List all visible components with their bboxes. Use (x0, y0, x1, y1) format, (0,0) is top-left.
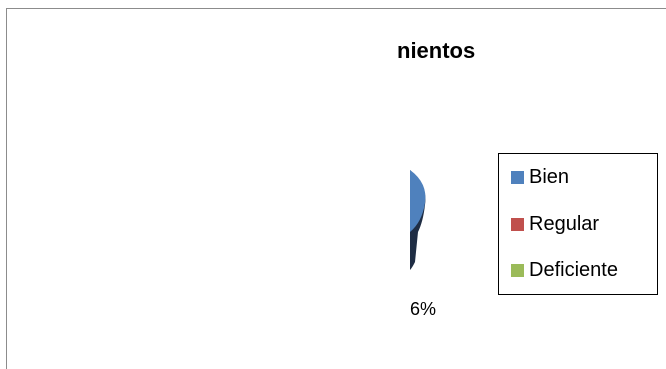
data-label: 6% (410, 299, 437, 319)
legend-item-regular: Regular (511, 212, 599, 236)
legend-swatch (511, 217, 524, 231)
legend-swatch (511, 263, 524, 277)
chart-title: nientos (397, 38, 476, 63)
pie-slice-bien (410, 170, 426, 232)
legend-label: Bien (529, 165, 570, 188)
legend-label: Deficiente (529, 258, 618, 281)
legend-item-deficiente: Deficiente (511, 258, 618, 282)
legend: Bien Regular Deficiente (498, 153, 658, 295)
legend-swatch (511, 170, 524, 184)
legend-label: Regular (529, 212, 600, 235)
legend-item-bien: Bien (511, 165, 569, 189)
